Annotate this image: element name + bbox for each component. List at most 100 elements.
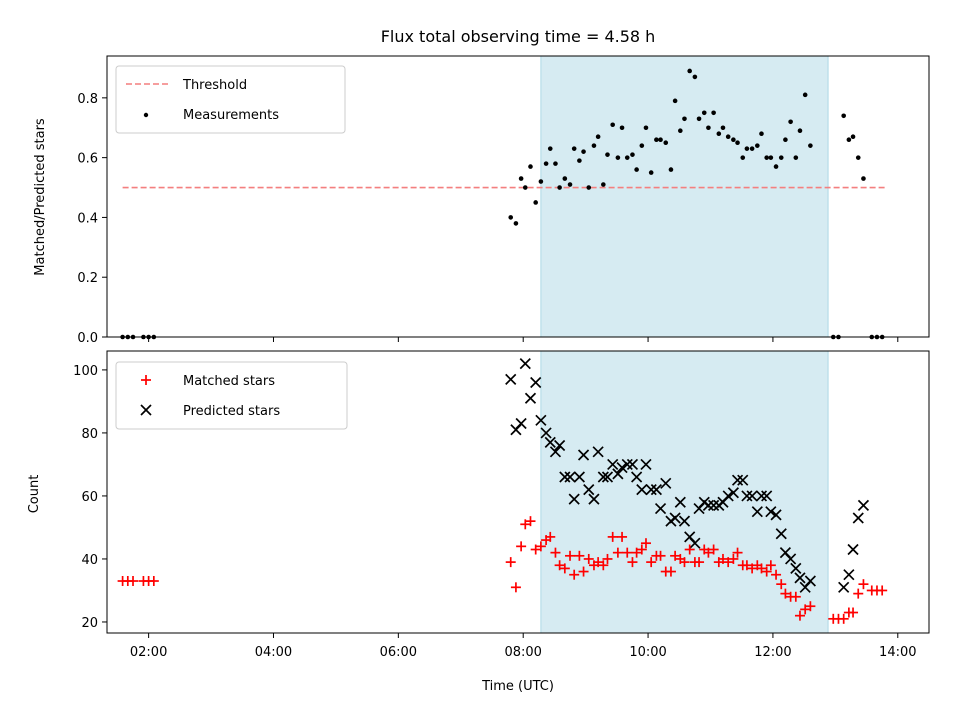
measurement-point bbox=[586, 185, 592, 190]
measurement-point bbox=[841, 113, 846, 119]
cross-stroke-b bbox=[779, 547, 792, 559]
measurement-point bbox=[793, 155, 799, 160]
measurement-point bbox=[744, 146, 750, 151]
measurement-point bbox=[553, 161, 558, 166]
measurement-point bbox=[783, 137, 788, 143]
cross-stroke-b bbox=[785, 553, 797, 565]
predicted-star-point bbox=[790, 562, 802, 575]
count-x-ticks: 02:00 04:00 06:00 08:00 10:00 12:00 14:00 bbox=[130, 633, 917, 660]
matched-star-point bbox=[665, 566, 676, 577]
matched-star-point bbox=[574, 550, 585, 561]
cross-stroke-b bbox=[650, 484, 662, 496]
predicted-star-point bbox=[524, 392, 537, 404]
measurement-point bbox=[543, 161, 549, 166]
predicted-star-point bbox=[727, 487, 739, 499]
ratio-y-label: Matched/Predicted stars bbox=[33, 118, 48, 276]
predicted-star-point bbox=[645, 484, 657, 496]
predicted-star-point bbox=[804, 575, 816, 587]
predicted-star-point bbox=[838, 581, 850, 593]
measurement-point bbox=[605, 152, 610, 157]
cross-stroke-b bbox=[770, 509, 782, 521]
predicted-star-point bbox=[843, 569, 855, 581]
cross-stroke-b bbox=[669, 512, 681, 524]
measurement-point bbox=[701, 110, 707, 116]
measurement-point bbox=[601, 182, 606, 187]
x-tick-label: 10:00 bbox=[629, 645, 666, 660]
matched-star-point bbox=[794, 610, 805, 621]
predicted-star-point bbox=[554, 439, 566, 452]
predicted-star-points bbox=[505, 358, 870, 593]
predicted-star-point bbox=[519, 358, 531, 370]
chart-title: Flux total observing time = 4.58 h bbox=[381, 27, 656, 46]
predicted-star-point bbox=[640, 458, 652, 471]
measurement-point bbox=[740, 155, 746, 160]
cross-stroke-b bbox=[727, 487, 739, 499]
measurement-point bbox=[759, 131, 764, 137]
predicted-star-point bbox=[794, 572, 806, 584]
measurement-point bbox=[755, 143, 760, 148]
measurement-point bbox=[591, 143, 597, 148]
cross-stroke-b bbox=[612, 468, 624, 480]
predicted-star-point bbox=[654, 502, 667, 515]
count-panel: 02:00 04:00 06:00 08:00 10:00 12:00 14:00 20 40… bbox=[27, 350, 930, 694]
cross-stroke-b bbox=[554, 439, 566, 452]
predicted-star-point bbox=[607, 458, 619, 471]
predicted-star-point bbox=[515, 417, 527, 430]
cross-stroke-b bbox=[731, 474, 744, 486]
measurement-point bbox=[692, 74, 698, 80]
matched-star-points bbox=[117, 516, 888, 624]
measurement-point bbox=[533, 200, 538, 205]
matched-star-point bbox=[545, 531, 556, 542]
cross-stroke-b bbox=[654, 502, 667, 515]
x-tick-label: 12:00 bbox=[754, 645, 791, 660]
measurement-point bbox=[610, 122, 615, 128]
cross-stroke-b bbox=[751, 506, 763, 518]
measurement-point bbox=[595, 134, 601, 140]
x-tick-label: 08:00 bbox=[504, 645, 541, 660]
measurement-point bbox=[731, 137, 736, 143]
measurement-point bbox=[538, 179, 544, 184]
predicted-star-point bbox=[588, 493, 600, 505]
cross-stroke-b bbox=[592, 446, 604, 458]
predicted-star-point bbox=[530, 376, 542, 389]
matched-star-point bbox=[728, 553, 739, 564]
matched-star-point bbox=[848, 607, 859, 618]
cross-stroke-b bbox=[540, 427, 552, 439]
count-legend: Matched stars Predicted stars bbox=[115, 361, 348, 430]
predicted-star-point bbox=[702, 499, 715, 511]
matched-star-point bbox=[805, 601, 816, 612]
matched-star-point bbox=[717, 553, 728, 564]
cross-stroke-b bbox=[645, 484, 657, 496]
predicted-star-point bbox=[761, 490, 773, 502]
matched-star-point bbox=[602, 553, 613, 564]
ratio-axes-frame bbox=[106, 55, 930, 338]
legend-matched-swatch bbox=[141, 375, 151, 385]
cross-stroke-b bbox=[519, 358, 531, 370]
matched-star-point bbox=[530, 544, 541, 555]
y-tick-label: 0.2 bbox=[77, 271, 98, 286]
measurement-point bbox=[735, 140, 740, 145]
matched-star-point bbox=[877, 585, 888, 596]
matched-star-point bbox=[607, 531, 618, 542]
predicted-star-point bbox=[689, 537, 701, 549]
measurement-point bbox=[567, 182, 573, 187]
matched-star-point bbox=[684, 544, 695, 555]
cross-stroke-b bbox=[626, 458, 639, 471]
predicted-star-point bbox=[852, 512, 864, 524]
legend-threshold-label: Threshold bbox=[182, 78, 247, 93]
observing-interval-band bbox=[540, 55, 829, 338]
predicted-star-point bbox=[722, 490, 734, 502]
cross-stroke-b bbox=[674, 496, 686, 508]
matched-star-point bbox=[732, 547, 743, 558]
matched-star-point bbox=[505, 557, 516, 568]
measurement-point bbox=[788, 119, 793, 125]
matched-star-point bbox=[761, 566, 772, 577]
predicted-star-point bbox=[669, 512, 681, 524]
measurement-points bbox=[120, 68, 885, 340]
predicted-star-point bbox=[612, 468, 624, 480]
legend-plus-marker bbox=[141, 375, 151, 385]
cross-stroke-b bbox=[631, 471, 643, 483]
count-axes-frame bbox=[106, 350, 930, 634]
predicted-star-point bbox=[616, 461, 628, 474]
measurement-point bbox=[668, 167, 674, 172]
